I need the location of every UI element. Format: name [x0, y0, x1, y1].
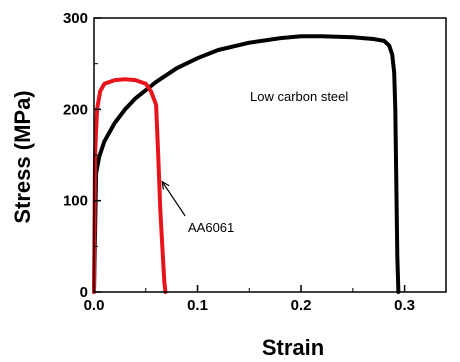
- series-line-low-carbon-steel: [92, 34, 401, 294]
- x-axis-title: Strain: [262, 335, 324, 360]
- x-axis: 0.0 0.1 0.2 0.3: [84, 285, 415, 314]
- x-tick-label: 0.2: [291, 297, 312, 314]
- y-tick-label: 100: [63, 193, 88, 210]
- x-tick-label: 0.3: [394, 297, 415, 314]
- annotation-low-carbon-steel: Low carbon steel: [250, 89, 348, 104]
- y-tick-label: 200: [63, 101, 88, 118]
- annotation-arrow: [161, 180, 186, 217]
- x-tick-label: 0.1: [187, 297, 208, 314]
- annotation-aa6061: AA6061: [188, 220, 234, 235]
- annotation-arrow-line: [161, 181, 186, 217]
- plot-area: [92, 34, 401, 294]
- x-tick-label: 0.0: [84, 297, 105, 314]
- y-tick-label: 300: [63, 10, 88, 27]
- y-tick-label: 0: [80, 284, 88, 301]
- y-axis-title: Stress (MPa): [10, 90, 35, 223]
- y-axis: 0 100 200 300: [63, 10, 101, 301]
- series-line-aa6061: [92, 77, 168, 294]
- annotation-arrow-head: [161, 180, 170, 190]
